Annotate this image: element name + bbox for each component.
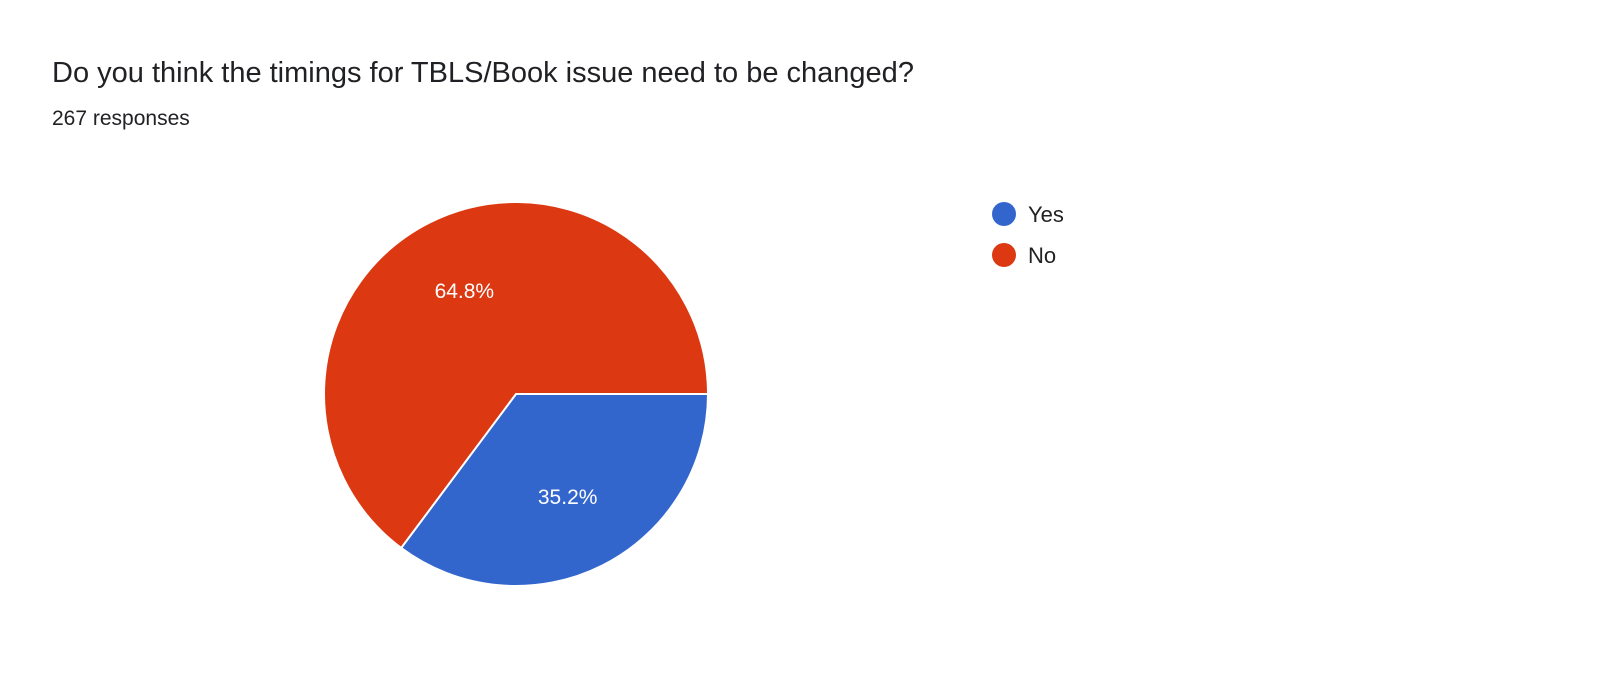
legend-label-no[interactable]: No [1028,243,1056,268]
chart-title: Do you think the timings for TBLS/Book i… [52,57,914,89]
legend-marker-yes [992,202,1016,226]
slice-label-no: 64.8% [435,280,495,303]
pie-slice-yes[interactable] [399,393,710,587]
legend-label-yes[interactable]: Yes [1028,202,1064,227]
pie-slice-no[interactable] [323,201,710,550]
response-count: 267 responses [52,107,190,130]
slice-label-yes: 35.2% [538,486,598,509]
legend-marker-no [992,243,1016,267]
